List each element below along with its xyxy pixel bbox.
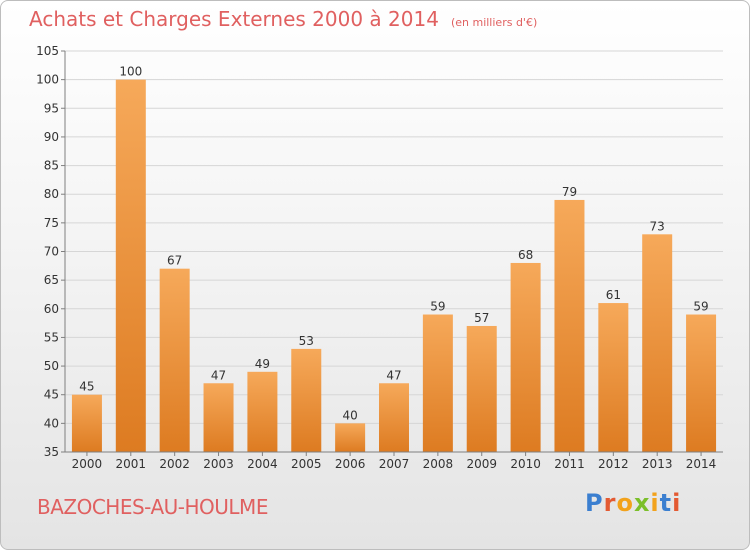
y-tick-label: 55 <box>44 330 59 344</box>
bar-2003 <box>203 383 234 452</box>
title-block: Achats et Charges Externes 2000 à 2014 (e… <box>29 7 537 31</box>
x-tick-label-2014: 2014 <box>686 457 717 471</box>
data-label-2002: 67 <box>167 254 182 268</box>
data-label-2009: 57 <box>474 311 489 325</box>
x-tick-label-2000: 2000 <box>72 457 103 471</box>
chart-subtitle: (en milliers d'€) <box>450 16 538 29</box>
data-label-2013: 73 <box>650 219 665 233</box>
data-label-2010: 68 <box>518 248 533 262</box>
y-tick-label: 105 <box>36 44 59 58</box>
y-tick-label: 75 <box>44 216 59 230</box>
x-tick-label-2007: 2007 <box>379 457 410 471</box>
x-tick-label-2009: 2009 <box>466 457 497 471</box>
x-tick-label-2005: 2005 <box>291 457 322 471</box>
bar-2008 <box>422 314 453 452</box>
y-tick-label: 85 <box>44 159 59 173</box>
data-label-2004: 49 <box>255 357 270 371</box>
y-tick-label: 40 <box>44 416 59 430</box>
chart-title: Achats et Charges Externes 2000 à 2014 <box>29 7 439 31</box>
data-label-2007: 47 <box>386 368 401 382</box>
data-label-2000: 45 <box>79 380 94 394</box>
bar-2004 <box>247 371 278 452</box>
bar-2014 <box>686 314 717 452</box>
y-tick-label: 80 <box>44 187 59 201</box>
y-tick-label: 50 <box>44 359 59 373</box>
logo-letter: i <box>672 489 682 517</box>
x-tick-label-2001: 2001 <box>116 457 147 471</box>
bar-2007 <box>379 383 409 452</box>
data-label-2008: 59 <box>430 300 445 314</box>
bars <box>71 79 717 453</box>
logo-letter: o <box>616 489 634 517</box>
x-tick-label-2008: 2008 <box>423 457 454 471</box>
logo-letter: t <box>659 489 673 517</box>
proxiti-logo: Proxiti <box>585 489 681 517</box>
bar-2009 <box>466 325 497 452</box>
y-tick-label: 60 <box>44 302 59 316</box>
y-axis-ticks: 35 40 45 50 55 60 65 70 75 80 85 90 95 100 105 <box>36 44 65 459</box>
bar-2012 <box>598 303 629 452</box>
data-label-2005: 53 <box>299 334 314 348</box>
data-labels: 45 100 67 47 49 53 40 47 59 57 68 79 61 73 59 <box>79 65 708 423</box>
x-tick-label-2012: 2012 <box>598 457 629 471</box>
x-tick-label-2006: 2006 <box>335 457 366 471</box>
y-tick-label: 65 <box>44 273 59 287</box>
data-label-2014: 59 <box>693 300 708 314</box>
x-tick-label-2002: 2002 <box>159 457 190 471</box>
logo-letter: r <box>603 489 617 517</box>
y-tick-label: 95 <box>44 101 59 115</box>
data-label-2003: 47 <box>211 368 226 382</box>
data-label-2001: 100 <box>119 65 142 79</box>
y-tick-label: 70 <box>44 245 59 259</box>
x-tick-label-2004: 2004 <box>247 457 278 471</box>
bar-2010 <box>510 262 541 452</box>
bar-2002 <box>159 268 190 452</box>
logo-letter: P <box>585 489 604 517</box>
data-label-2006: 40 <box>342 408 357 422</box>
bar-2013 <box>642 234 673 452</box>
x-tick-label-2013: 2013 <box>642 457 673 471</box>
logo-letter: x <box>633 489 651 517</box>
y-tick-label: 45 <box>44 388 59 402</box>
bar-2006 <box>335 423 366 452</box>
y-tick-label: 90 <box>44 130 59 144</box>
place-name: BAZOCHES-AU-HOULME <box>37 495 268 519</box>
x-tick-label-2011: 2011 <box>554 457 585 471</box>
bar-2001 <box>115 79 146 453</box>
x-tick-label-2010: 2010 <box>510 457 541 471</box>
bar-2005 <box>291 348 322 452</box>
bar-2011 <box>554 199 585 452</box>
bar-2000 <box>71 394 102 452</box>
x-tick-label-2003: 2003 <box>203 457 234 471</box>
y-tick-label: 100 <box>36 73 59 87</box>
data-label-2012: 61 <box>606 288 621 302</box>
x-axis-ticks: 2000 2001 2002 2003 2004 2005 2006 2007 2008 2009… <box>72 452 717 471</box>
logo-letter: i <box>650 489 660 517</box>
y-tick-label: 35 <box>44 445 59 459</box>
data-label-2011: 79 <box>562 185 577 199</box>
